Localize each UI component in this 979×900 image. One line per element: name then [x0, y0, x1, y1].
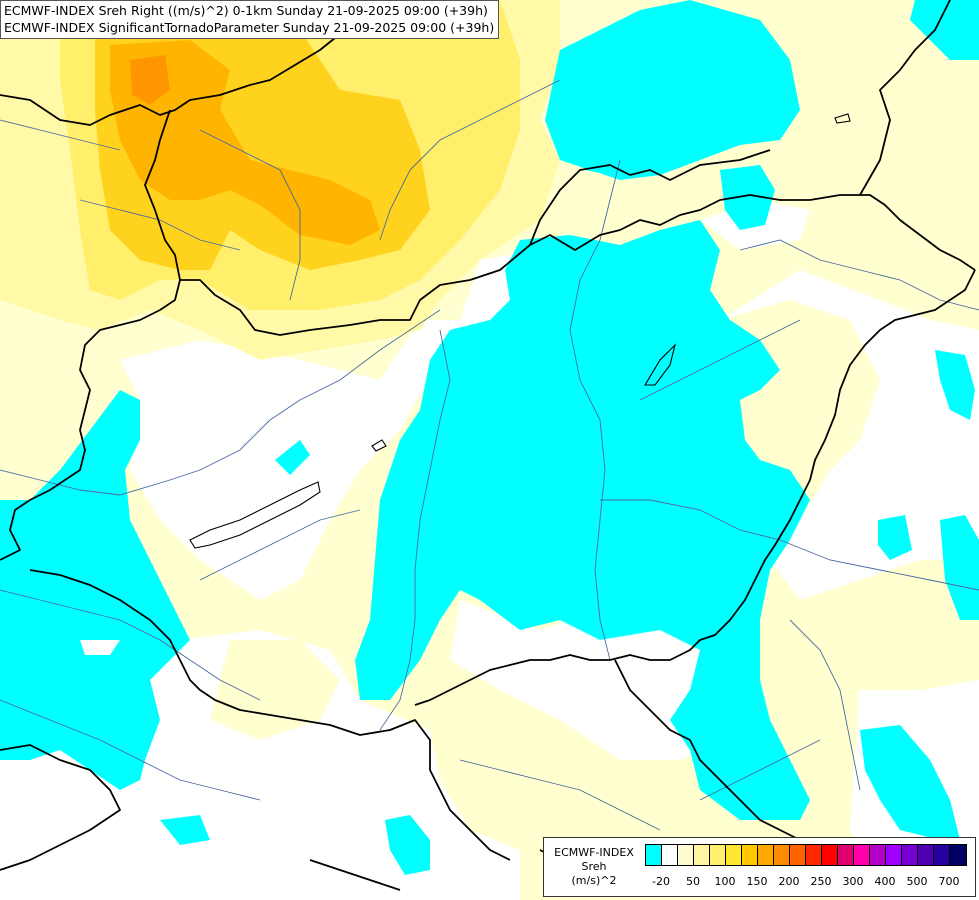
legend-swatch: [710, 845, 726, 865]
legend-color-bar: [645, 844, 967, 866]
legend-swatch: [918, 845, 934, 865]
legend-swatch: [854, 845, 870, 865]
legend-title-line-2: Sreh: [581, 860, 607, 873]
legend-swatch: [822, 845, 838, 865]
color-legend: ECMWF-INDEX Sreh (m/s)^2 -20 50 100 150 200 2…: [543, 837, 976, 897]
rivers: [0, 79, 979, 831]
legend-swatch: [806, 845, 822, 865]
legend-tick-label: -20: [652, 875, 670, 888]
map-title-box: ECMWF-INDEX Sreh Right ((m/s)^2) 0-1km S…: [0, 0, 500, 39]
field-cyan: [0, 0, 979, 875]
legend-swatch: [886, 845, 902, 865]
legend-tick-label: 250: [810, 875, 832, 888]
legend-swatch: [774, 845, 790, 865]
legend-tick-label: 500: [906, 875, 928, 888]
legend-swatch: [934, 845, 950, 865]
map-title-line-1: ECMWF-INDEX Sreh Right ((m/s)^2) 0-1km S…: [4, 3, 488, 18]
legend-tick-label: 200: [778, 875, 800, 888]
legend-tick-label: 150: [746, 875, 768, 888]
lake-outline: [189, 113, 851, 549]
legend-tick-label: 400: [874, 875, 896, 888]
legend-swatch: [694, 845, 710, 865]
legend-swatch: [726, 845, 742, 865]
legend-tick-label: 100: [714, 875, 736, 888]
legend-swatch: [902, 845, 918, 865]
legend-title-line-3: (m/s)^2: [571, 874, 617, 887]
legend-swatch: [646, 845, 662, 865]
legend-swatch: [678, 845, 694, 865]
legend-swatch: [742, 845, 758, 865]
legend-swatch: [838, 845, 854, 865]
legend-swatch: [950, 845, 966, 865]
field-yellow-gradient: [0, 0, 560, 360]
legend-tick-label: 300: [842, 875, 864, 888]
legend-swatch: [870, 845, 886, 865]
legend-label: ECMWF-INDEX Sreh (m/s)^2: [544, 846, 644, 888]
legend-tick-label: 50: [686, 875, 700, 888]
legend-title-line-1: ECMWF-INDEX: [554, 846, 634, 859]
legend-tick-labels: -20 50 100 150 200 250 300 400 500 700: [645, 875, 970, 891]
legend-tick-label: 700: [938, 875, 960, 888]
legend-swatch: [758, 845, 774, 865]
legend-swatch: [662, 845, 678, 865]
legend-swatch: [790, 845, 806, 865]
map-title-line-2: ECMWF-INDEX SignificantTornadoParameter …: [4, 20, 495, 35]
field-light-yellow-patches: [210, 590, 979, 840]
